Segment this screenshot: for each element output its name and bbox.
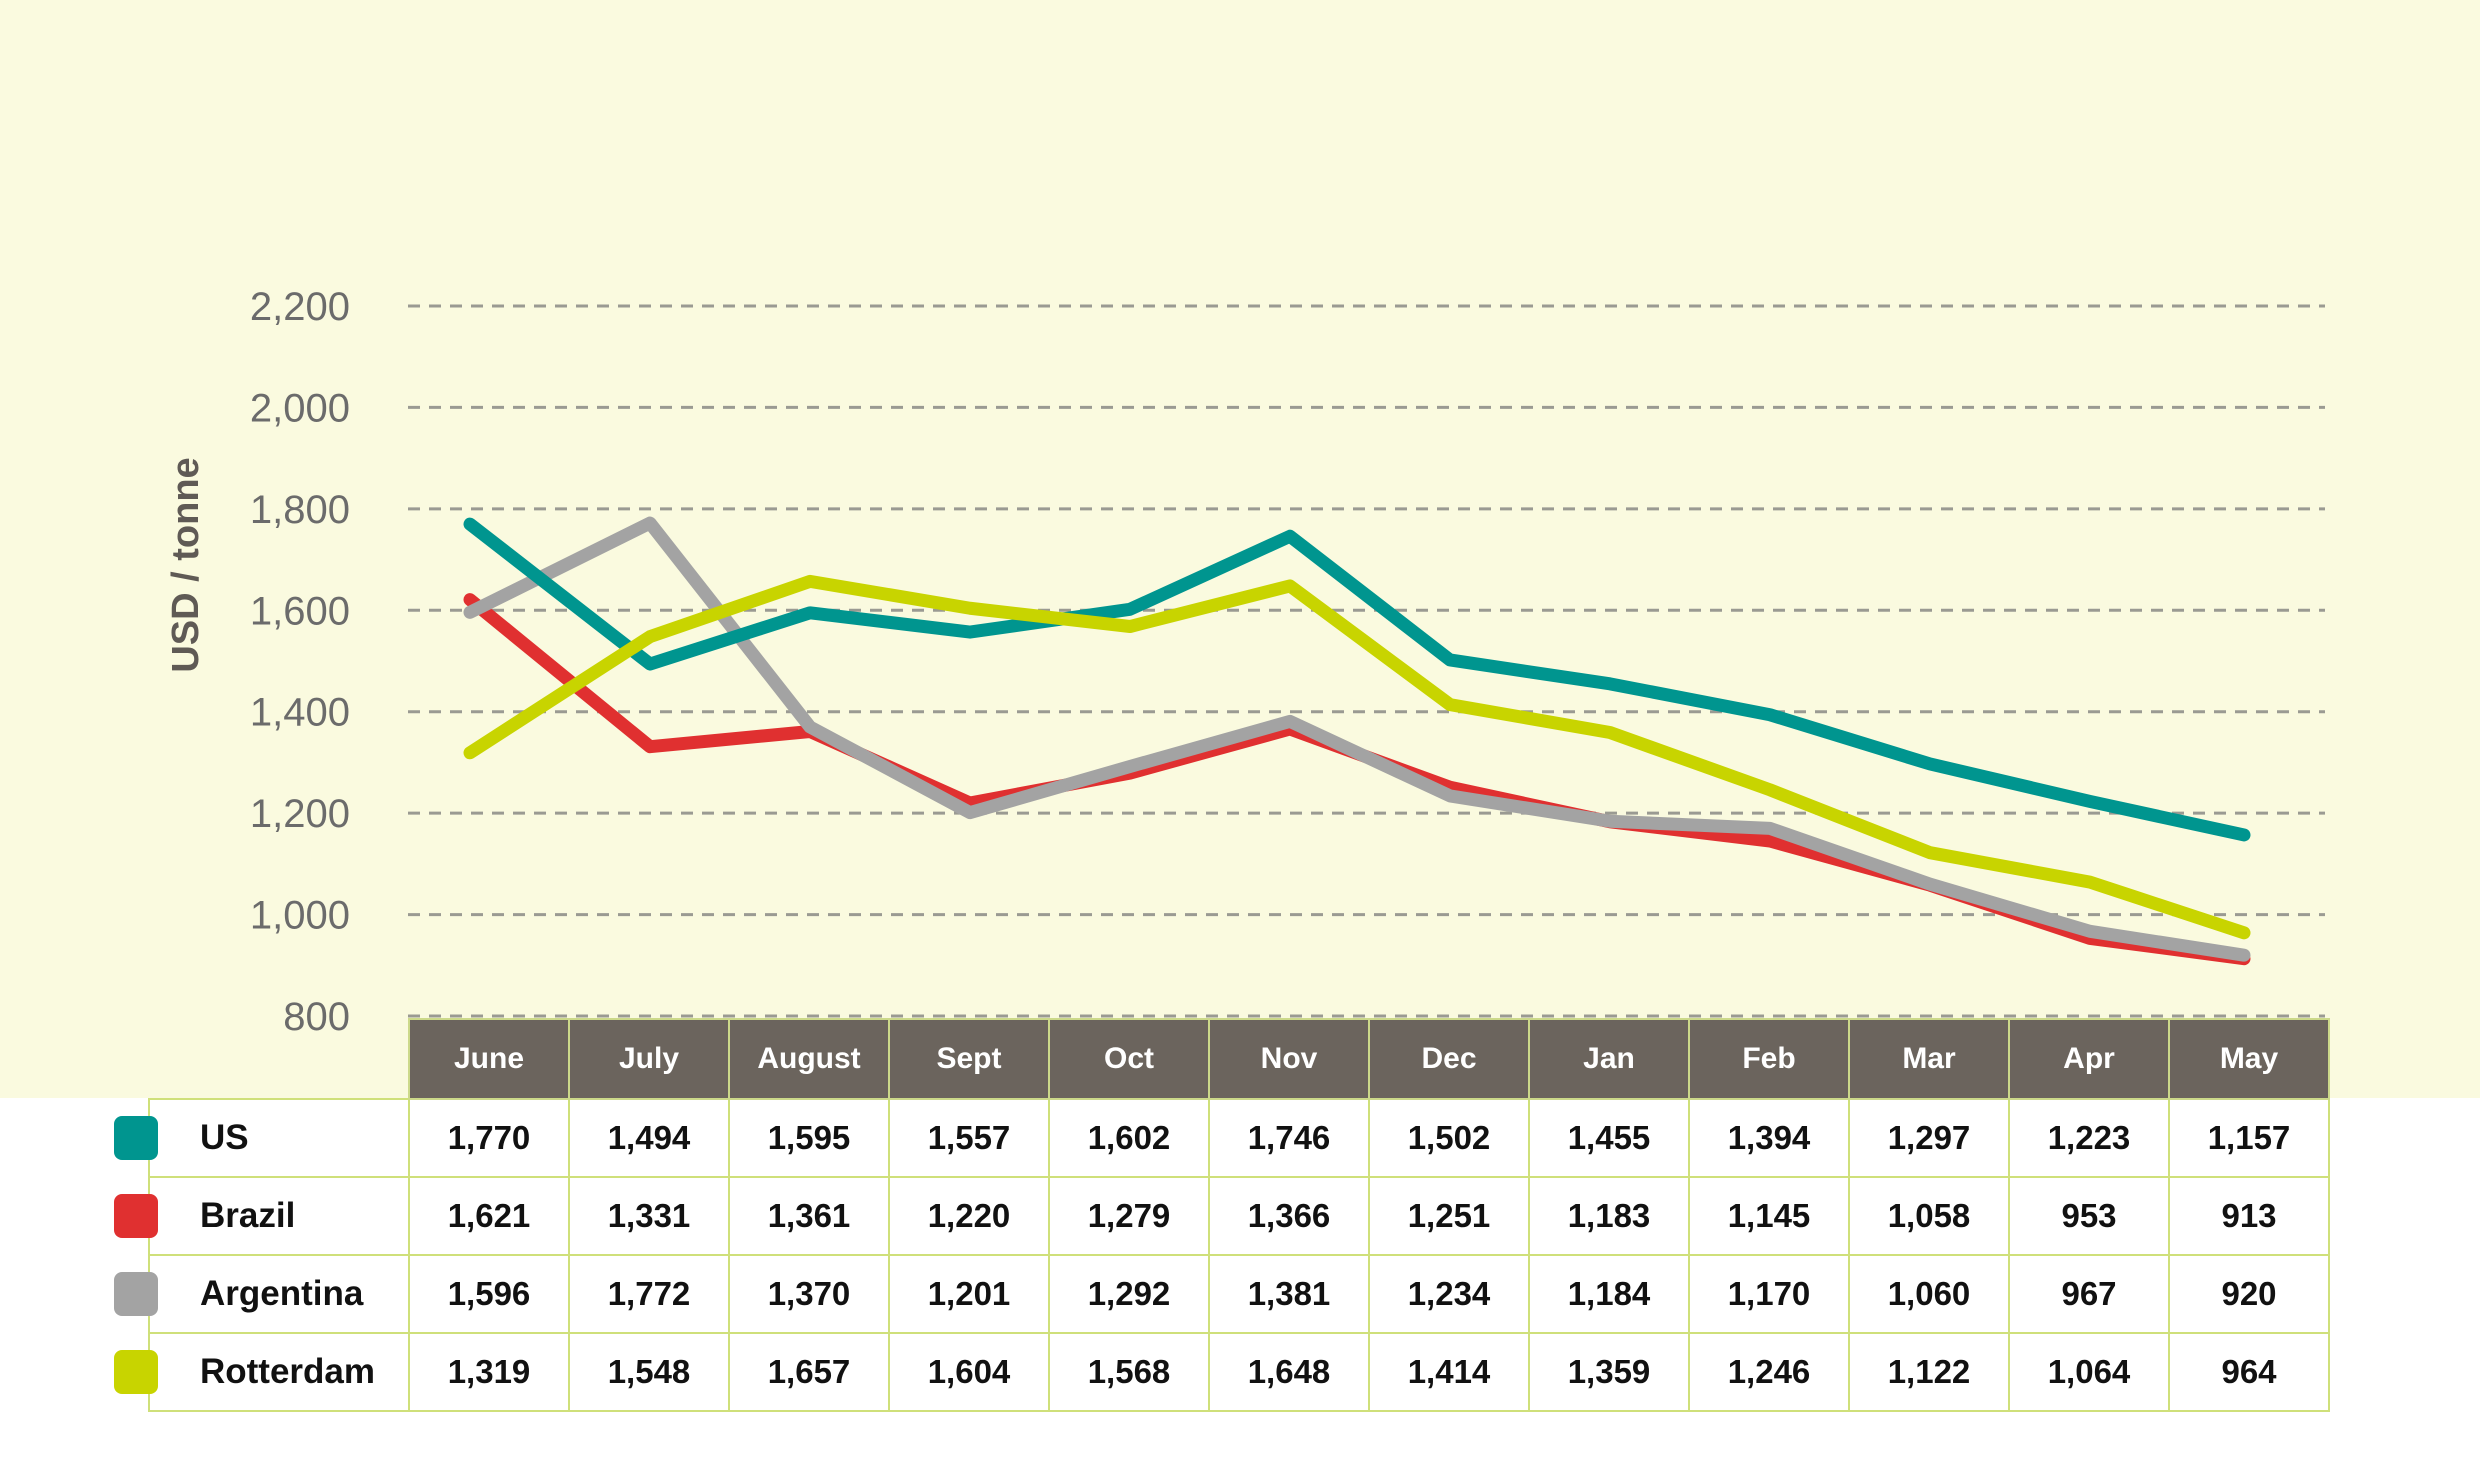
y-tick-label: 1,400: [250, 691, 350, 735]
series-line-rotterdam: [463, 574, 2251, 940]
data-label: 1,602: [1048, 1098, 1210, 1178]
data-label: 1,770: [408, 1098, 570, 1178]
y-tick-label: 800: [283, 995, 350, 1039]
x-tick-label: July: [568, 1018, 730, 1100]
legend-label: Brazil: [200, 1196, 296, 1235]
data-label: 1,596: [408, 1254, 570, 1334]
series-line-us: [463, 517, 2251, 842]
y-tick-label: 1,800: [250, 488, 350, 532]
series-lines: [463, 516, 2251, 966]
y-axis-label: USD / tonne: [165, 457, 207, 672]
data-label: 1,381: [1208, 1254, 1370, 1334]
data-label: 1,297: [1848, 1098, 2010, 1178]
data-label: 1,557: [888, 1098, 1050, 1178]
x-tick-label: Oct: [1048, 1018, 1210, 1100]
data-label: 913: [2168, 1176, 2330, 1256]
legend-label: Rotterdam: [200, 1352, 376, 1391]
legend-entry: Argentina: [114, 1254, 410, 1334]
data-label: 1,657: [728, 1332, 890, 1412]
data-table: June July August Sept Oct Nov Dec Jan Feb Mar Apr M…: [114, 1018, 2330, 1412]
data-label: 953: [2008, 1176, 2170, 1256]
data-label: 1,058: [1848, 1176, 2010, 1256]
data-label: 1,234: [1368, 1254, 1530, 1334]
legend-swatch: [114, 1116, 158, 1160]
table-row: Brazil 1,621 1,331 1,361 1,220 1,279 1,366 1,25…: [114, 1176, 2330, 1256]
table-row: Argentina 1,596 1,772 1,370 1,201 1,292 1,381 1…: [114, 1254, 2330, 1334]
data-label: 1,064: [2008, 1332, 2170, 1412]
legend-entry: Rotterdam: [114, 1332, 410, 1412]
data-label: 1,548: [568, 1332, 730, 1412]
data-label: 1,292: [1048, 1254, 1210, 1334]
table-header-row: June July August Sept Oct Nov Dec Jan Feb Mar Apr M…: [149, 1018, 2330, 1100]
legend-entry: Brazil: [114, 1176, 410, 1256]
data-label: 1,331: [568, 1176, 730, 1256]
data-label: 1,394: [1688, 1098, 1850, 1178]
data-label: 1,772: [568, 1254, 730, 1334]
data-label: 1,145: [1688, 1176, 1850, 1256]
series-line-argentina: [463, 516, 2251, 962]
x-tick-label: Apr: [2008, 1018, 2170, 1100]
x-tick-label: Nov: [1208, 1018, 1370, 1100]
y-tick-label: 2,200: [250, 285, 350, 329]
legend-swatch: [114, 1272, 158, 1316]
data-label: 1,319: [408, 1332, 570, 1412]
data-label: 1,746: [1208, 1098, 1370, 1178]
y-tick-label: 1,600: [250, 589, 350, 633]
data-label: 1,502: [1368, 1098, 1530, 1178]
data-label: 1,455: [1528, 1098, 1690, 1178]
legend-label: Argentina: [200, 1274, 364, 1313]
data-label: 1,568: [1048, 1332, 1210, 1412]
data-label: 967: [2008, 1254, 2170, 1334]
data-label: 1,246: [1688, 1332, 1850, 1412]
data-label: 1,122: [1848, 1332, 2010, 1412]
table-row: US 1,770 1,494 1,595 1,557 1,602 1,746 1,502 1,4…: [114, 1098, 2330, 1178]
data-label: 1,648: [1208, 1332, 1370, 1412]
data-label: 1,370: [728, 1254, 890, 1334]
data-label: 920: [2168, 1254, 2330, 1334]
table-corner: [149, 1019, 409, 1099]
legend-label: US: [200, 1118, 249, 1157]
data-label: 1,157: [2168, 1098, 2330, 1178]
x-tick-label: Jan: [1528, 1018, 1690, 1100]
x-tick-label: June: [408, 1018, 570, 1100]
data-label: 1,414: [1368, 1332, 1530, 1412]
x-tick-label: May: [2168, 1018, 2330, 1100]
data-label: 1,223: [2008, 1098, 2170, 1178]
data-label: 1,595: [728, 1098, 890, 1178]
x-tick-label: Mar: [1848, 1018, 2010, 1100]
data-label: 1,279: [1048, 1176, 1210, 1256]
data-label: 1,621: [408, 1176, 570, 1256]
data-label: 1,220: [888, 1176, 1050, 1256]
data-label: 1,183: [1528, 1176, 1690, 1256]
legend-entry: US: [114, 1098, 410, 1178]
y-tick-label: 2,000: [250, 386, 350, 430]
data-label: 1,494: [568, 1098, 730, 1178]
x-tick-label: Dec: [1368, 1018, 1530, 1100]
data-label: 1,170: [1688, 1254, 1850, 1334]
data-label: 1,361: [728, 1176, 890, 1256]
table-row: Rotterdam 1,319 1,548 1,657 1,604 1,568 1,648 1…: [114, 1332, 2330, 1412]
data-label: 1,359: [1528, 1332, 1690, 1412]
legend-swatch: [114, 1194, 158, 1238]
x-tick-label: Feb: [1688, 1018, 1850, 1100]
data-label: 1,604: [888, 1332, 1050, 1412]
data-label: 1,060: [1848, 1254, 2010, 1334]
y-tick-label: 1,000: [250, 894, 350, 938]
legend-swatch: [114, 1350, 158, 1394]
data-label: 1,201: [888, 1254, 1050, 1334]
x-tick-label: August: [728, 1018, 890, 1100]
y-axis-ticks: 800 1,000 1,200 1,400 1,600 1,800 2,000 2,200: [250, 285, 350, 1039]
data-label: 1,184: [1528, 1254, 1690, 1334]
x-tick-label: Sept: [888, 1018, 1050, 1100]
data-label: 1,366: [1208, 1176, 1370, 1256]
data-label: 964: [2168, 1332, 2330, 1412]
data-label: 1,251: [1368, 1176, 1530, 1256]
y-tick-label: 1,200: [250, 792, 350, 836]
